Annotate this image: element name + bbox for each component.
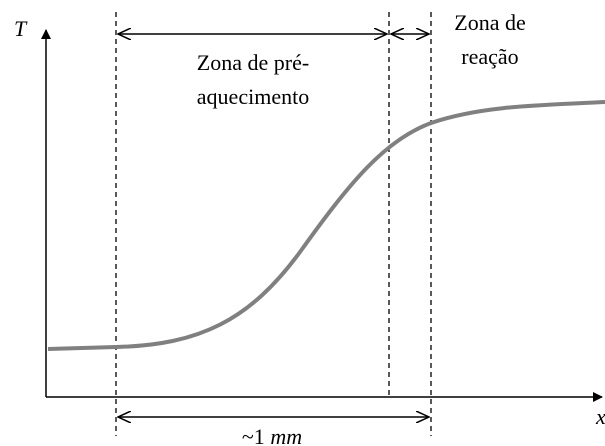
x-axis-label: x	[595, 404, 605, 429]
zone-boundaries	[115, 12, 432, 436]
y-axis-label: T	[14, 16, 28, 41]
temperature-curve	[47, 100, 605, 351]
zone-label: Zona de pré-	[197, 50, 309, 75]
zone-label: reação	[461, 44, 518, 69]
width-label: ~1 mm	[242, 424, 302, 446]
width-value: ~1	[242, 424, 265, 446]
zone-label: Zona de	[454, 10, 525, 35]
zone-label: aquecimento	[197, 84, 309, 109]
width-unit: mm	[270, 424, 302, 446]
